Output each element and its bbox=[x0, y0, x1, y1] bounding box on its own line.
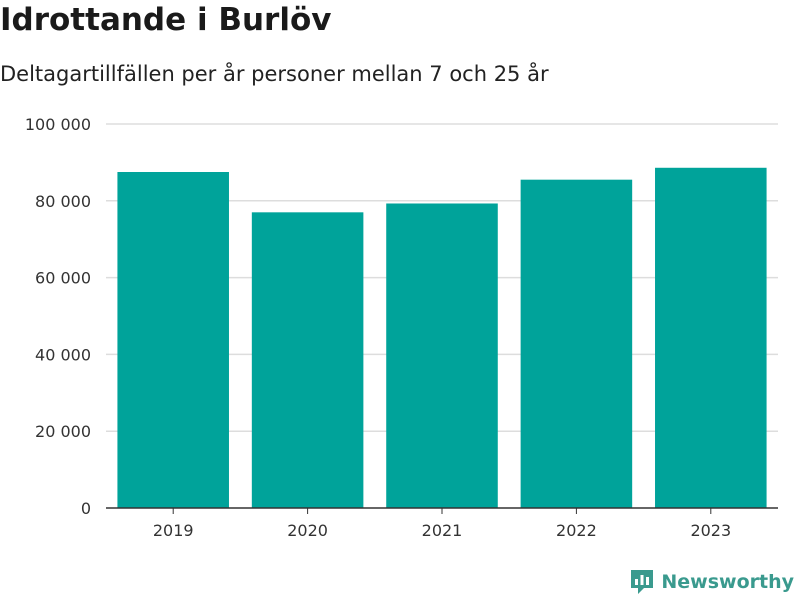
x-tick-label: 2021 bbox=[422, 521, 463, 540]
y-tick-label: 60 000 bbox=[35, 269, 91, 288]
x-tick-label: 2020 bbox=[287, 521, 328, 540]
chart-title: Idrottande i Burlöv bbox=[0, 2, 332, 38]
bar-2020 bbox=[251, 212, 364, 508]
brand-logo: Newsworthy bbox=[629, 568, 794, 596]
bar-2023 bbox=[655, 167, 767, 508]
chart-subtitle: Deltagartillfällen per år personer mella… bbox=[0, 62, 549, 86]
x-tick-label: 2022 bbox=[556, 521, 597, 540]
bar-2022 bbox=[520, 179, 633, 508]
bar-2019 bbox=[117, 172, 229, 508]
y-tick-label: 20 000 bbox=[35, 422, 91, 441]
y-tick-label: 40 000 bbox=[35, 345, 91, 364]
bars bbox=[117, 167, 767, 508]
y-tick-label: 0 bbox=[81, 499, 91, 518]
tick-labels: 0 20 000 40 000 60 000 80 000 100 000 2019 2020… bbox=[25, 115, 731, 540]
x-tick-label: 2019 bbox=[153, 521, 194, 540]
brand-name: Newsworthy bbox=[661, 571, 794, 593]
newsworthy-logo-icon bbox=[631, 570, 654, 594]
y-tick-label: 100 000 bbox=[25, 115, 91, 134]
bar-2021 bbox=[386, 203, 498, 508]
x-tick-label: 2023 bbox=[690, 521, 731, 540]
axes bbox=[106, 507, 778, 514]
y-tick-label: 80 000 bbox=[35, 192, 91, 211]
